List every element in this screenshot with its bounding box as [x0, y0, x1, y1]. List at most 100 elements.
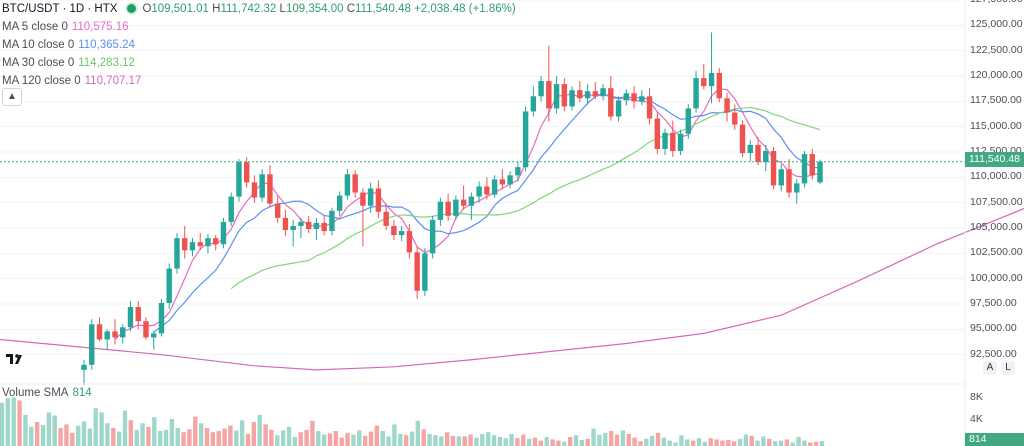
candle-body [515, 167, 521, 176]
candle-body [313, 222, 320, 230]
volume-bar [368, 431, 374, 446]
candle-body [151, 333, 157, 338]
volume-bar [75, 425, 81, 446]
volume-legend[interactable]: Volume SMA 814 [2, 387, 92, 399]
volume-bar [603, 432, 608, 446]
volume-bar [474, 437, 479, 446]
candle-body [267, 174, 273, 204]
volume-bar [116, 431, 122, 446]
auto-scale-button[interactable]: A [983, 361, 997, 375]
volume-bar [286, 426, 292, 446]
volume-bar [690, 440, 696, 446]
candle-body [166, 268, 172, 303]
volume-bar [685, 439, 690, 446]
volume-bar [702, 441, 708, 446]
volume-tick: 4K [970, 413, 983, 425]
candle-body [321, 222, 327, 232]
candle-body [763, 150, 769, 163]
candle-body [685, 108, 692, 134]
price-tick: 120,000.00 [970, 69, 1023, 81]
candle-body [476, 186, 482, 197]
candle-body [701, 78, 707, 87]
candle-body [174, 238, 180, 269]
volume-bar [304, 429, 309, 446]
log-scale-button[interactable]: L [1001, 361, 1015, 375]
volume-bar [11, 397, 16, 446]
volume-bar [17, 400, 22, 446]
symbol-title[interactable]: BTC/USDT · 1D · HTX [2, 3, 118, 15]
volume-bar [298, 432, 303, 446]
volume-bar [673, 442, 678, 446]
volume-bar [374, 425, 380, 446]
tradingview-logo-icon[interactable] [4, 348, 26, 370]
price-tick: 110,000.00 [970, 170, 1022, 183]
indicator-ma120[interactable]: MA 120 close 0 110,707.17 [0, 72, 516, 90]
indicator-ma10[interactable]: MA 10 close 0 110,365.24 [0, 36, 516, 54]
candle-body [639, 96, 645, 102]
indicator-ma5[interactable]: MA 5 close 0 110,575.16 [0, 18, 516, 36]
change-value: +2,038.48 (+1.86%) [414, 3, 516, 15]
volume-bar [310, 420, 315, 446]
candle-body [778, 169, 784, 186]
volume-bar [421, 429, 426, 446]
candle-body [662, 132, 668, 149]
candle-body [569, 90, 575, 107]
volume-bar [93, 408, 98, 446]
candle-body [491, 179, 498, 195]
candle-body [522, 111, 529, 168]
chevron-up-icon: ▲ [7, 91, 17, 102]
price-tick: 105,000.00 [970, 221, 1023, 233]
volume-bar [439, 436, 444, 446]
candle-body [755, 144, 761, 163]
candle-body [561, 84, 568, 107]
indicator-ma30[interactable]: MA 30 close 0 114,283.12 [0, 54, 516, 72]
volume-bar [169, 419, 175, 446]
volume-bar [87, 428, 93, 446]
volume-bar [802, 440, 807, 446]
volume-bar [105, 423, 110, 446]
price-tick: 102,500.00 [970, 246, 1023, 259]
candle-body [120, 327, 126, 338]
volume-bar [333, 431, 339, 446]
candle-body [445, 201, 451, 216]
volume-bar [269, 429, 274, 446]
candle-body [693, 78, 699, 109]
volume-bar [649, 435, 655, 446]
close-value: 111,540.48 [355, 3, 411, 15]
volume-bar [222, 428, 227, 446]
collapse-legend-button[interactable]: ▲ [2, 88, 22, 106]
high-label: H [212, 3, 221, 15]
volume-bar [749, 435, 754, 446]
candle-body [236, 162, 242, 197]
candle-body [577, 90, 583, 99]
candle-body [437, 201, 444, 220]
volume-bar [245, 434, 251, 446]
candle-body [344, 174, 351, 196]
volume-bar [720, 440, 725, 446]
candle-body [801, 154, 808, 184]
volume-bar [321, 434, 327, 446]
volume-bar [99, 412, 104, 446]
volume-bar [198, 423, 204, 446]
candle-body [422, 253, 428, 291]
volume-bar [380, 431, 385, 446]
volume-bar [0, 402, 5, 446]
candle-body [724, 98, 730, 113]
price-tick: 107,500.00 [970, 195, 1023, 208]
candle-body [716, 72, 722, 99]
candle-body [290, 225, 296, 231]
candle-body [623, 93, 630, 101]
candle-body [89, 324, 95, 365]
candle-body [189, 242, 196, 251]
volume-bar [415, 420, 421, 446]
volume-bar [497, 437, 503, 446]
candle-body [367, 188, 374, 206]
volume-bar [111, 428, 116, 446]
volume-bar [784, 439, 790, 446]
candle-body [305, 221, 312, 230]
chart-legend: BTC/USDT · 1D · HTX O109,501.01 H111,742.… [0, 0, 516, 90]
candle-body [274, 203, 281, 218]
volume-bar [550, 439, 555, 446]
candle-body [817, 161, 823, 183]
